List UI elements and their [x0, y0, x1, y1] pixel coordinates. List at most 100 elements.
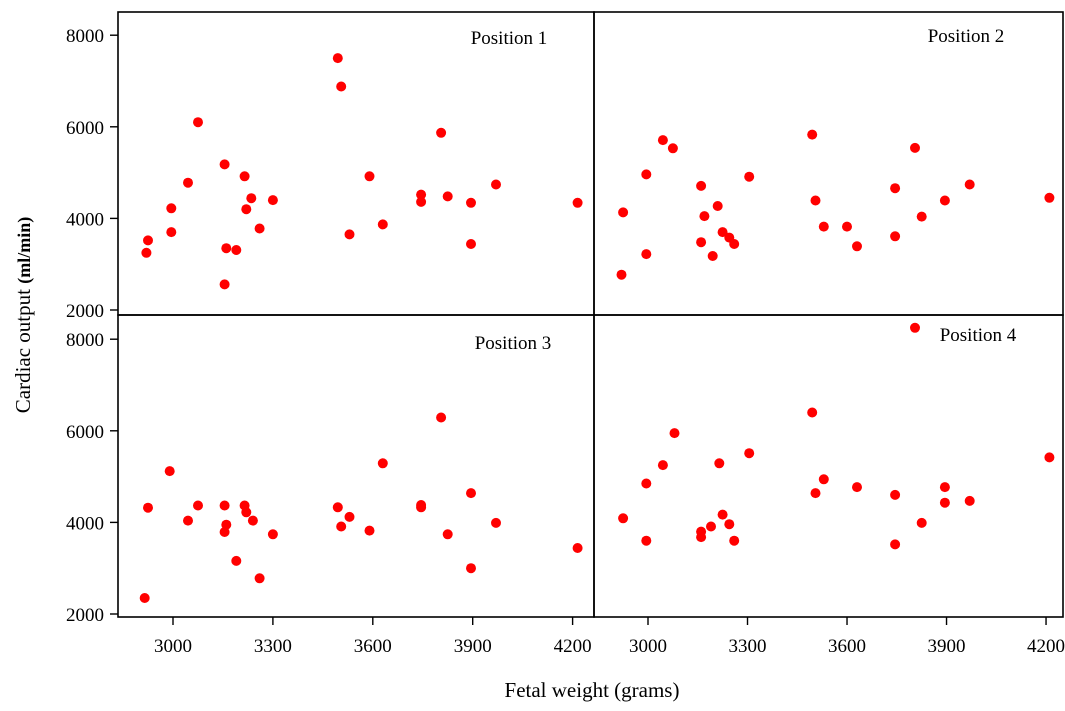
- y-axis-label-unit: (ml/min): [14, 217, 35, 284]
- point-panel1-9: [221, 243, 232, 254]
- data-points: [139, 53, 1055, 603]
- panel-title-2: Position 2: [928, 26, 1005, 47]
- point-panel3-22: [436, 412, 447, 423]
- point-panel3-15: [332, 502, 343, 513]
- x-tick-label: 3000: [629, 636, 667, 657]
- point-panel3-24: [466, 488, 476, 499]
- point-panel1-23: [436, 127, 447, 138]
- x-tick-label: 3900: [454, 636, 492, 657]
- x-tick-label: 4200: [1027, 636, 1065, 657]
- point-panel2-23: [910, 142, 920, 153]
- point-panel3-25: [466, 563, 476, 574]
- point-panel1-10: [231, 245, 242, 255]
- point-panel4-2: [641, 478, 652, 489]
- point-panel1-25: [466, 197, 476, 208]
- point-panel2-8: [696, 237, 707, 248]
- point-panel1-1: [141, 247, 152, 258]
- point-panel2-27: [1044, 192, 1055, 203]
- point-panel4-24: [964, 495, 975, 506]
- y-tick-label: 2000: [66, 605, 104, 626]
- point-panel1-24: [442, 191, 453, 202]
- point-panel4-13: [744, 448, 755, 459]
- point-panel4-3: [641, 535, 652, 546]
- point-panel2-21: [890, 183, 901, 194]
- x-tick-label: 3000: [154, 636, 192, 657]
- point-panel4-17: [852, 482, 862, 493]
- point-panel2-20: [852, 241, 862, 252]
- point-panel2-16: [807, 129, 818, 140]
- point-panel3-12: [247, 515, 258, 526]
- point-panel4-9: [714, 458, 725, 469]
- point-panel1-4: [166, 227, 177, 238]
- point-panel1-15: [267, 195, 278, 206]
- point-panel2-22: [890, 231, 901, 242]
- x-tick-label: 3900: [928, 636, 966, 657]
- panel-frame-4: [593, 314, 1064, 618]
- point-panel3-26: [491, 517, 501, 528]
- point-panel3-18: [364, 525, 375, 536]
- point-panel1-16: [332, 53, 343, 64]
- point-panel2-15: [744, 171, 755, 182]
- point-panel1-19: [364, 171, 375, 182]
- point-panel3-2: [143, 502, 153, 513]
- x-tick-label: 3600: [354, 636, 392, 657]
- point-panel2-10: [707, 251, 718, 261]
- point-panel1-7: [219, 159, 230, 170]
- point-panel4-7: [696, 526, 707, 537]
- point-panel3-17: [344, 511, 355, 522]
- point-panel4-5: [669, 428, 680, 439]
- point-panel1-28: [572, 197, 583, 208]
- point-panel3-4: [183, 515, 193, 526]
- point-panel1-14: [254, 223, 265, 234]
- point-panel2-24: [916, 211, 927, 222]
- point-panel1-22: [416, 196, 427, 207]
- point-panel2-12: [717, 227, 728, 238]
- axis-ticks: 3000 3300 3600 3900 4200 3000 3300 3600 3900 4200…: [66, 26, 1065, 657]
- point-panel3-6: [219, 500, 230, 511]
- panel-frame-2: [593, 11, 1064, 316]
- y-tick-label: 6000: [66, 422, 104, 443]
- point-panel4-12: [729, 535, 740, 546]
- y-tick-label: 8000: [66, 330, 104, 351]
- x-tick-label: 4200: [554, 636, 592, 657]
- point-panel4-8: [706, 521, 716, 532]
- point-panel2-6: [667, 143, 678, 154]
- point-panel4-11: [724, 519, 735, 530]
- point-panel3-14: [267, 529, 278, 540]
- panel-title-1: Position 1: [471, 28, 548, 49]
- point-panel3-5: [193, 500, 203, 511]
- point-panel2-2: [618, 207, 629, 218]
- point-panel2-9: [699, 211, 710, 222]
- panel-titles: Position 1 Position 2 Position 3 Position 4: [471, 26, 1017, 354]
- point-panel4-21: [916, 517, 927, 528]
- y-axis-label-main: Cardiac output: [11, 284, 35, 413]
- point-panel4-1: [618, 513, 629, 524]
- point-panel1-2: [143, 235, 153, 246]
- point-panel1-5: [183, 177, 193, 188]
- point-panel4-19: [890, 539, 901, 550]
- point-panel4-14: [807, 407, 818, 418]
- point-panel1-6: [193, 117, 203, 128]
- point-panel2-5: [657, 135, 668, 146]
- x-axis-label: Fetal weight (grams): [505, 678, 680, 702]
- point-panel2-14: [729, 239, 740, 249]
- y-tick-label: 4000: [66, 209, 104, 230]
- point-panel4-23: [939, 497, 950, 508]
- point-panel1-11: [239, 171, 250, 182]
- point-panel2-17: [810, 195, 821, 206]
- point-panel4-20: [910, 322, 920, 333]
- panel-frame-3: [117, 314, 595, 618]
- point-panel2-11: [712, 201, 723, 211]
- point-panel3-3: [164, 466, 175, 477]
- y-tick-label: 2000: [66, 301, 104, 322]
- point-panel3-19: [377, 458, 388, 469]
- point-panel3-16: [336, 521, 347, 532]
- x-tick-label: 3300: [729, 636, 767, 657]
- point-panel3-27: [572, 543, 583, 553]
- point-panel1-21: [416, 189, 427, 200]
- panel-frame-1: [117, 11, 595, 316]
- point-panel1-18: [344, 229, 355, 240]
- point-panel4-22: [939, 482, 950, 493]
